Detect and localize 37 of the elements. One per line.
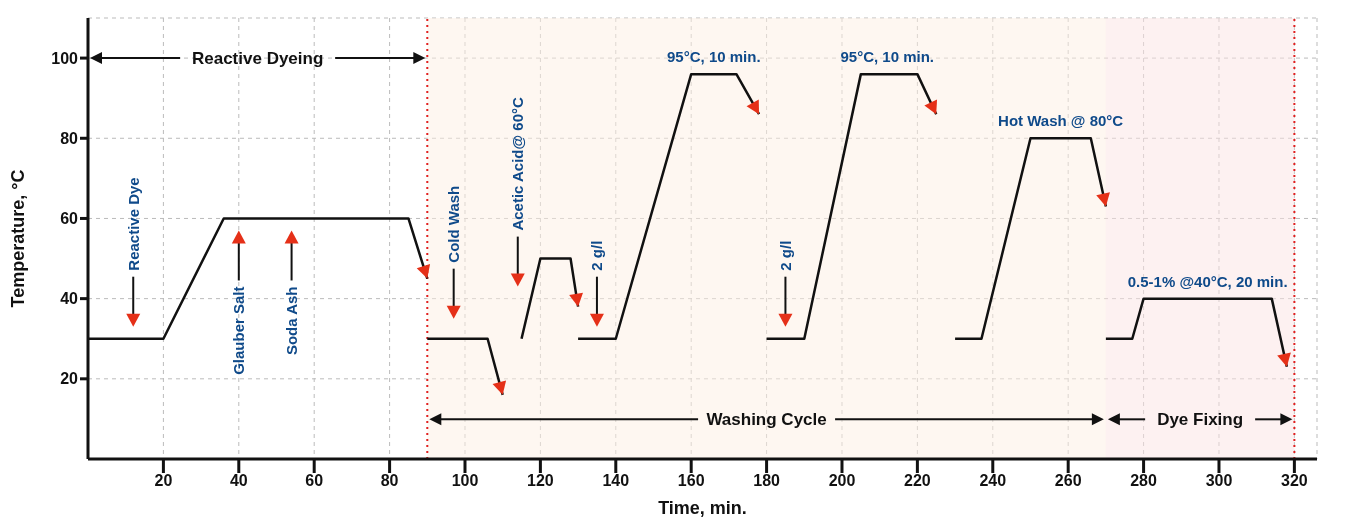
x-axis-title: Time, min.	[658, 498, 747, 518]
annotation: Cold Wash	[445, 185, 463, 263]
band-label: Dye Fixing	[1157, 409, 1244, 429]
y-tick-label: 80	[60, 129, 79, 147]
annotation: Hot Wash @ 80°C	[998, 112, 1124, 130]
annotation: 95°C, 10 min.	[667, 48, 761, 66]
x-tick-label: 320	[1281, 472, 1308, 490]
x-tick-label: 220	[904, 472, 931, 490]
x-tick-label: 300	[1205, 472, 1233, 490]
annotation: 2 g/l	[776, 240, 794, 271]
annotation: Glauber Salt	[230, 286, 248, 375]
y-tick-label: 60	[60, 210, 79, 228]
annotation: 2 g/l	[588, 240, 606, 271]
x-tick-label: 40	[229, 472, 248, 490]
x-tick-label: 280	[1130, 472, 1158, 490]
y-tick-label: 20	[60, 370, 79, 388]
x-tick-label: 180	[753, 472, 781, 490]
band-label: Washing Cycle	[706, 409, 827, 429]
y-axis-title: Temperature, °C	[8, 169, 29, 308]
annotation: Soda Ash	[283, 286, 301, 356]
annotation: Reactive Dye	[124, 177, 142, 271]
annotation: 0.5-1% @40°C, 20 min.	[1127, 272, 1288, 290]
annotation: 95°C, 10 min.	[840, 48, 934, 66]
x-tick-label: 80	[380, 472, 399, 490]
x-tick-label: 100	[451, 472, 479, 490]
x-tick-label: 240	[979, 472, 1007, 490]
x-tick-label: 20	[154, 472, 173, 490]
y-tick-label: 100	[51, 49, 79, 67]
x-tick-label: 60	[305, 472, 324, 490]
x-tick-label: 160	[677, 472, 705, 490]
x-tick-label: 200	[828, 472, 856, 490]
x-tick-label: 140	[602, 472, 630, 490]
x-tick-label: 120	[527, 472, 554, 490]
y-tick-label: 40	[60, 290, 79, 308]
x-tick-label: 260	[1054, 472, 1082, 490]
annotation: Acetic Acid@ 60°C	[509, 96, 527, 231]
annotation: Reactive Dyeing	[191, 48, 324, 68]
